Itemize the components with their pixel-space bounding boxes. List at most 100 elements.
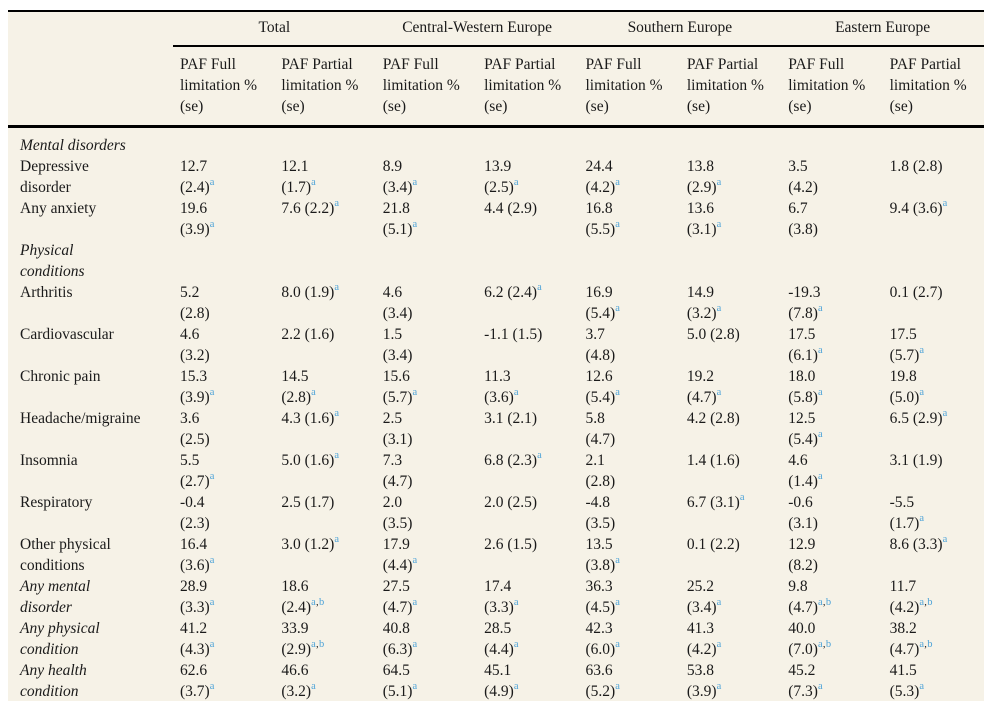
table-row: Other physical conditions 16.4 (3.6)a 3.0 (… — [8, 534, 984, 576]
significance-superscript: a — [537, 449, 543, 461]
table-cell: 46.6 (3.2)a — [281, 662, 317, 700]
table-cell: 41.5 (5.3)a — [889, 662, 925, 700]
table-cell: 42.3 (6.0)a — [585, 620, 621, 658]
table-cell: 12.5 (5.4)a — [788, 410, 823, 448]
significance-superscript: a — [209, 638, 215, 650]
significance-superscript: a — [615, 638, 621, 650]
significance-superscript: a — [716, 386, 722, 398]
table-cell: 62.6 (3.7)a — [180, 662, 215, 700]
table-cell: 6.5 (2.9)a — [889, 407, 948, 427]
significance-superscript: a — [919, 386, 925, 398]
significance-superscript: a,b — [817, 638, 832, 650]
significance-superscript: a — [615, 218, 621, 230]
row-label: Arthritis — [20, 284, 73, 301]
row-label: Mental disorders — [20, 137, 126, 154]
significance-superscript: a — [209, 554, 215, 566]
table-cell — [883, 240, 984, 282]
table-cell: 5.2 (2.8) — [180, 284, 210, 322]
table-cell: 13.5 (3.8)a — [585, 536, 621, 574]
table-cell: 2.5 (1.7) — [281, 494, 335, 511]
table-cell: -19.3 (7.8)a — [788, 284, 823, 322]
table-cell: 3.1 (2.1) — [484, 410, 538, 427]
significance-superscript: a — [513, 680, 519, 692]
table-cell: 19.6 (3.9)a — [180, 200, 215, 238]
table-cell: 16.9 (5.4)a — [585, 284, 621, 322]
table-cell: 16.4 (3.6)a — [180, 536, 215, 574]
significance-superscript: a — [919, 512, 925, 524]
table-header: Total Central-Western Europe Southern Eu… — [8, 11, 984, 127]
significance-superscript: a — [209, 680, 215, 692]
table-cell — [173, 127, 274, 157]
row-label: Other physical conditions — [20, 536, 111, 574]
table-cell — [477, 127, 578, 157]
section-header-row: Physical conditions — [8, 240, 984, 282]
significance-superscript: a — [615, 596, 621, 608]
table-cell: -4.8 (3.5) — [585, 494, 616, 532]
table-cell: 6.8 (2.3)a — [484, 449, 543, 469]
significance-superscript: a — [942, 197, 948, 209]
table-cell: 1.8 (2.8) — [889, 158, 943, 175]
significance-superscript: a — [615, 302, 621, 314]
table-cell: 13.9 (2.5)a — [484, 158, 519, 196]
table-cell: 9.4 (3.6)a — [889, 197, 948, 217]
significance-superscript: a — [334, 407, 340, 419]
significance-superscript: a — [334, 197, 340, 209]
table-cell: 2.0 (2.5) — [484, 494, 538, 511]
row-label: Any anxiety — [20, 200, 97, 217]
table-cell: 12.9 (8.2) — [788, 536, 818, 574]
group-header-eastern-europe: Eastern Europe — [781, 11, 984, 47]
significance-superscript: a — [412, 638, 418, 650]
table-cell: 2.1 (2.8) — [585, 452, 616, 490]
table-cell: 25.2 (3.4)a — [686, 578, 722, 616]
significance-superscript: a — [209, 386, 215, 398]
table-row: Chronic pain 15.3 (3.9)a 14.5 (2.8)a 15.6 (5.7… — [8, 366, 984, 408]
significance-superscript: a — [919, 680, 925, 692]
table-cell: 64.5 (5.1)a — [382, 662, 418, 700]
significance-superscript: a — [942, 533, 948, 545]
significance-superscript: a — [942, 407, 948, 419]
column-header-paf-partial: PAF Partial limitation % (se) — [281, 56, 359, 115]
table-cell: 6.7 (3.1)a — [686, 491, 745, 511]
stub-cell — [8, 11, 173, 46]
table-cell: 1.4 (1.6) — [686, 452, 740, 469]
stub-cell — [8, 46, 173, 127]
table-cell: 2.5 (3.1) — [382, 410, 413, 448]
section-header-row: Mental disorders — [8, 127, 984, 157]
table-cell — [579, 127, 680, 157]
significance-superscript: a — [334, 449, 340, 461]
significance-superscript: a — [412, 176, 418, 188]
table-cell: 33.9 (2.9)a,b — [281, 620, 325, 658]
table-cell — [274, 127, 375, 157]
table-cell: 53.8 (3.9)a — [686, 662, 722, 700]
table-cell: 17.4 (3.3)a — [484, 578, 519, 616]
significance-superscript: a — [716, 218, 722, 230]
significance-superscript: a,b — [817, 596, 832, 608]
significance-superscript: a — [334, 281, 340, 293]
significance-superscript: a,b — [919, 638, 933, 650]
group-header-total: Total — [173, 11, 376, 47]
table-row: Cardiovascular 4.6 (3.2) 2.2 (1.6) 1.5 (3.4) -… — [8, 324, 984, 366]
table-cell: -5.5 (1.7)a — [889, 494, 925, 532]
significance-superscript: a — [412, 218, 418, 230]
table-cell: 3.0 (1.2)a — [281, 533, 340, 553]
table-cell: 40.0 (7.0)a,b — [788, 620, 832, 658]
table-cell: 2.2 (1.6) — [281, 326, 335, 343]
table-cell — [781, 240, 882, 282]
table-cell: 0.1 (2.2) — [686, 536, 740, 553]
table-cell: 41.2 (4.3)a — [180, 620, 215, 658]
significance-superscript: a — [412, 680, 418, 692]
table-cell: 7.6 (2.2)a — [281, 197, 340, 217]
table-row: Any health condition 62.6 (3.7)a 46.6 (3.2)a… — [8, 660, 984, 701]
table-cell: 15.3 (3.9)a — [180, 368, 215, 406]
table-cell: 3.1 (1.9) — [889, 452, 943, 469]
table-cell: 18.0 (5.8)a — [788, 368, 823, 406]
table-cell: 6.2 (2.4)a — [484, 281, 543, 301]
significance-superscript: a — [716, 680, 722, 692]
table-cell: 28.9 (3.3)a — [180, 578, 215, 616]
table-cell: 4.6 (1.4)a — [788, 452, 823, 490]
table-cell: 11.3 (3.6)a — [484, 368, 519, 406]
table-cell — [376, 127, 477, 157]
significance-superscript: a — [209, 470, 215, 482]
table-cell: 4.2 (2.8) — [686, 410, 740, 427]
